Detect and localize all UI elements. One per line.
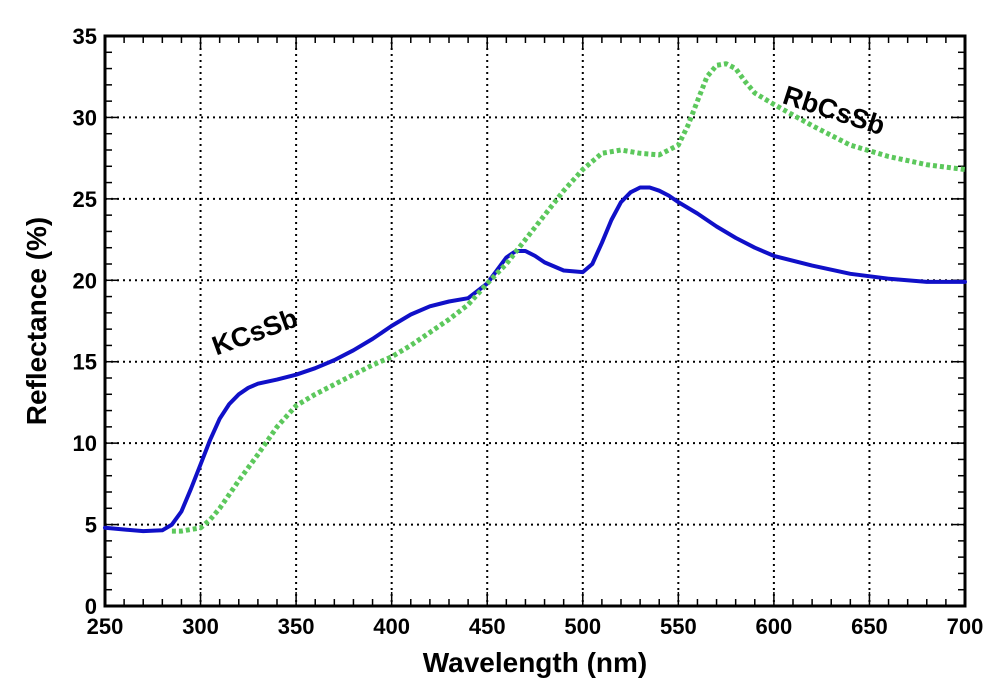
- y-tick-label: 35: [73, 24, 97, 49]
- plot-frame: [103, 34, 967, 608]
- series-layer: [103, 61, 967, 534]
- x-tick-label: 450: [469, 614, 506, 639]
- x-tick-labels: 250 300 350 400 450 500 550 600 650 700: [87, 614, 984, 639]
- series-line-rbcssb: [171, 61, 966, 534]
- x-tick-label: 400: [373, 614, 410, 639]
- y-tick-label: 15: [73, 350, 97, 375]
- x-tick-label: 250: [87, 614, 124, 639]
- y-tick-label: 0: [85, 594, 97, 619]
- y-tick-label: 30: [73, 105, 97, 130]
- y-axis-title: Reflectance (%): [21, 217, 52, 426]
- x-tick-label: 600: [756, 614, 793, 639]
- y-tick-label: 10: [73, 431, 97, 456]
- series-line-kcssb: [103, 185, 967, 534]
- x-tick-label: 650: [851, 614, 888, 639]
- x-tick-label: 700: [947, 614, 984, 639]
- y-tick-label: 25: [73, 187, 97, 212]
- x-tick-label: 350: [278, 614, 315, 639]
- y-tick-label: 5: [85, 513, 97, 538]
- rbcssb-series-label: RbCsSb: [779, 80, 888, 141]
- x-axis-title: Wavelength (nm): [423, 647, 648, 678]
- x-tick-label: 500: [564, 614, 601, 639]
- x-tick-label: 300: [182, 614, 219, 639]
- grid: [105, 36, 965, 606]
- y-tick-label: 20: [73, 268, 97, 293]
- kcssb-series-label: KCsSb: [208, 303, 301, 361]
- y-tick-labels: 0 5 10 15 20 25 30 35: [73, 24, 97, 619]
- x-tick-label: 550: [660, 614, 697, 639]
